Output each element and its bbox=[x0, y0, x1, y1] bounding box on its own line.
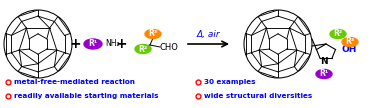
Text: R²: R² bbox=[138, 44, 148, 53]
Text: metal-free-mediated reaction: metal-free-mediated reaction bbox=[14, 79, 135, 85]
Text: NH₂: NH₂ bbox=[105, 40, 119, 48]
Text: +: + bbox=[69, 37, 81, 51]
Text: Δ, air: Δ, air bbox=[197, 29, 220, 38]
Text: R¹: R¹ bbox=[88, 40, 98, 48]
Text: CHO: CHO bbox=[160, 43, 179, 52]
Text: +: + bbox=[115, 37, 127, 51]
Circle shape bbox=[244, 10, 312, 78]
Ellipse shape bbox=[135, 44, 151, 53]
Text: wide structural diversities: wide structural diversities bbox=[204, 93, 312, 99]
Text: readily available starting materials: readily available starting materials bbox=[14, 93, 158, 99]
Text: 30 examples: 30 examples bbox=[204, 79, 256, 85]
Text: R²: R² bbox=[333, 29, 342, 38]
Ellipse shape bbox=[145, 29, 161, 38]
Ellipse shape bbox=[342, 37, 358, 47]
Text: R³: R³ bbox=[149, 29, 158, 38]
Ellipse shape bbox=[330, 29, 346, 38]
Text: R³: R³ bbox=[345, 37, 355, 47]
Ellipse shape bbox=[316, 70, 332, 79]
Text: R¹: R¹ bbox=[319, 70, 328, 79]
Text: OH: OH bbox=[341, 45, 356, 55]
Circle shape bbox=[4, 10, 72, 78]
Ellipse shape bbox=[84, 39, 102, 49]
Text: N: N bbox=[320, 57, 328, 67]
